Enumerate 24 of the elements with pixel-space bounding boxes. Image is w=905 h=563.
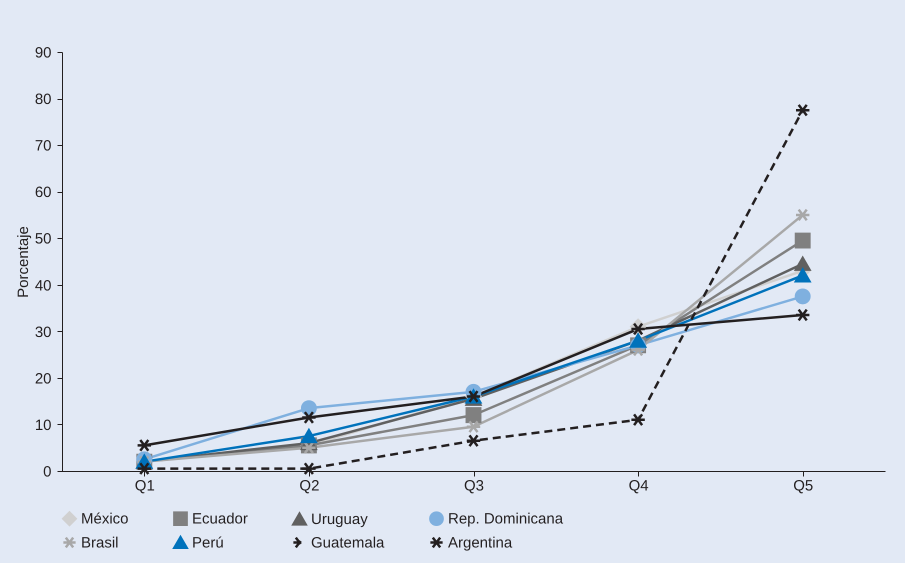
y-tick-label: 90: [34, 44, 52, 62]
y-tick-label: 20: [34, 370, 52, 388]
legend-label: Ecuador: [192, 510, 248, 528]
legend-label: Brasil: [81, 534, 119, 552]
legend-label: Perú: [192, 534, 224, 552]
x-tick-label: Q2: [299, 478, 320, 494]
y-tick-label: 30: [34, 324, 52, 341]
x-tick-label: Q1: [134, 478, 155, 494]
legend-label: Rep. Dominicana: [448, 510, 564, 528]
y-tick-label: 10: [34, 416, 52, 434]
y-tick-label: 40: [34, 277, 52, 294]
y-tick-label: 70: [34, 138, 52, 155]
y-tick-label: 0: [43, 464, 52, 480]
x-tick-label: Q3: [464, 478, 484, 494]
y-tick-label: 50: [34, 230, 52, 248]
legend-label: Uruguay: [311, 511, 368, 528]
legend-label: Guatemala: [311, 534, 386, 552]
y-tick-label: 60: [34, 184, 52, 202]
y-axis-title: Porcentaje: [14, 226, 32, 298]
legend-label: Argentina: [448, 534, 513, 552]
x-tick-label: Q5: [793, 478, 814, 494]
y-tick-label: 80: [34, 91, 52, 108]
legend-label: México: [81, 510, 129, 528]
x-tick-label: Q4: [628, 478, 649, 494]
